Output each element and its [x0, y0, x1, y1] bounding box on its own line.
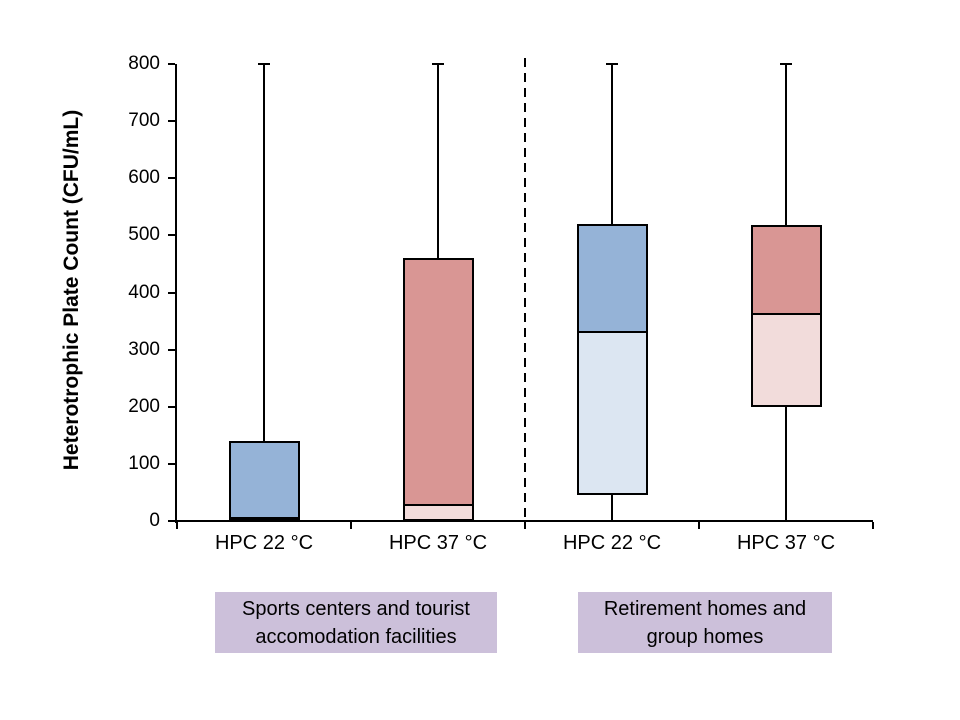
- group-label-line1: Retirement homes and: [603, 597, 807, 620]
- y-tick-200: [168, 406, 175, 408]
- y-tick-label-500: 500: [128, 224, 160, 245]
- y-axis-title: Heterotrophic Plate Count (CFU/mL): [60, 109, 83, 471]
- box-sports-hpc37: [403, 258, 474, 521]
- upper-whisker-sports-hpc22: [263, 64, 265, 441]
- y-tick-label-600: 600: [128, 167, 160, 188]
- upper-whisker-retirement-hpc37: [785, 64, 787, 225]
- box-upper-segment-retirement-hpc22: [579, 226, 646, 333]
- lower-whisker-retirement-hpc22: [611, 495, 613, 521]
- x-category-label-sports-hpc22: HPC 22 °C: [214, 532, 314, 554]
- x-tick-1: [350, 522, 352, 529]
- y-tick-700: [168, 120, 175, 122]
- upper-whisker-retirement-hpc22: [611, 64, 613, 224]
- x-category-label-retirement-hpc37: HPC 37 °C: [736, 532, 836, 554]
- y-tick-0: [168, 520, 175, 522]
- group-separator-dashed-line: [524, 58, 526, 528]
- box-retirement-hpc37: [751, 225, 822, 407]
- group-label-line1: Sports centers and tourist: [242, 597, 470, 620]
- x-tick-4: [872, 522, 874, 529]
- y-tick-label-400: 400: [128, 282, 160, 303]
- y-tick-label-800: 800: [128, 53, 160, 74]
- x-tick-3: [698, 522, 700, 529]
- upper-whisker-cap-retirement-hpc37: [780, 63, 792, 65]
- box-retirement-hpc22: [577, 224, 648, 495]
- box-upper-segment-retirement-hpc37: [753, 227, 820, 315]
- box-upper-segment-sports-hpc22: [231, 443, 298, 519]
- y-axis-line: [175, 64, 177, 523]
- group-label-line2: group homes: [646, 625, 764, 648]
- y-tick-label-700: 700: [128, 110, 160, 131]
- y-tick-label-0: 0: [149, 510, 160, 531]
- group-label-line2: accomodation facilities: [255, 625, 457, 648]
- y-tick-800: [168, 63, 175, 65]
- lower-whisker-retirement-hpc37: [785, 407, 787, 521]
- y-tick-label-200: 200: [128, 396, 160, 417]
- x-category-label-retirement-hpc22: HPC 22 °C: [562, 532, 662, 554]
- upper-whisker-cap-retirement-hpc22: [606, 63, 618, 65]
- upper-whisker-cap-sports-hpc22: [258, 63, 270, 65]
- group-label-retirement-homes: Retirement homes and group homes: [578, 592, 832, 653]
- y-tick-label-300: 300: [128, 339, 160, 360]
- x-category-label-sports-hpc37: HPC 37 °C: [388, 532, 488, 554]
- y-tick-500: [168, 234, 175, 236]
- y-tick-600: [168, 177, 175, 179]
- y-tick-300: [168, 349, 175, 351]
- y-tick-400: [168, 292, 175, 294]
- box-upper-segment-sports-hpc37: [405, 260, 472, 506]
- y-tick-100: [168, 463, 175, 465]
- x-tick-0: [176, 522, 178, 529]
- group-label-sports-centers: Sports centers and tourist accomodation …: [215, 592, 497, 653]
- upper-whisker-sports-hpc37: [437, 64, 439, 258]
- y-tick-label-100: 100: [128, 453, 160, 474]
- box-sports-hpc22: [229, 441, 300, 521]
- upper-whisker-cap-sports-hpc37: [432, 63, 444, 65]
